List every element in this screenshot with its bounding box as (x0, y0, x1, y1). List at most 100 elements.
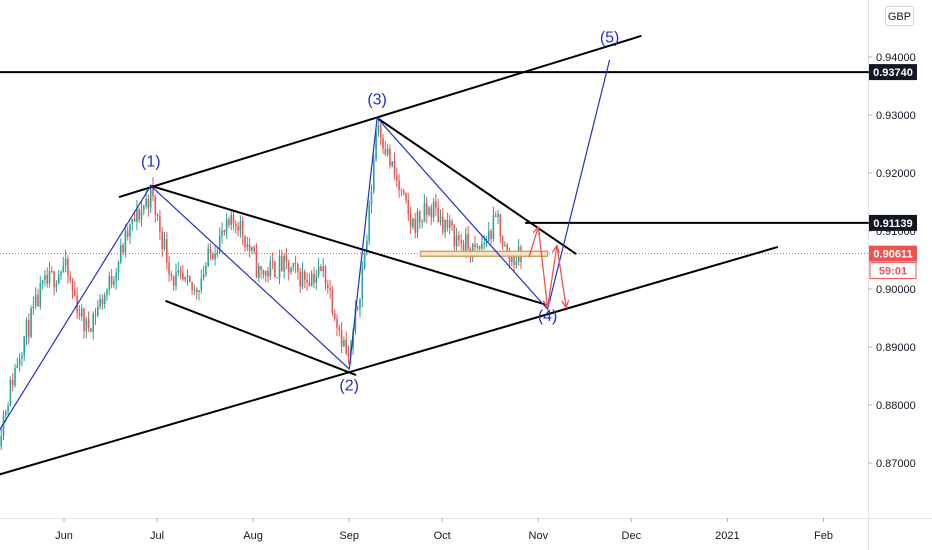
projection-arrow[interactable] (556, 245, 570, 310)
svg-text:0.90611: 0.90611 (873, 249, 912, 261)
candle (458, 231, 460, 247)
trendline-wave4-upper[interactable] (376, 116, 577, 255)
candle (168, 255, 170, 282)
candle (161, 227, 163, 258)
candle (448, 214, 451, 235)
y-tick-label: 0.89000 (876, 342, 916, 354)
candle (304, 269, 306, 289)
candle (333, 309, 336, 322)
candle (62, 256, 65, 273)
candle (200, 269, 203, 294)
time-axis[interactable]: Jun Jul Aug Sep Oct Nov Dec 2021 Feb (55, 518, 833, 542)
candle (340, 322, 343, 354)
candle (373, 154, 375, 194)
candle (294, 255, 297, 274)
candle (198, 290, 200, 301)
candle (108, 271, 111, 295)
trendline-wave2-lower[interactable] (165, 300, 357, 376)
candle (67, 255, 69, 284)
candle (396, 167, 398, 188)
candle (310, 270, 313, 287)
annotation-lines (0, 35, 869, 476)
candle (290, 266, 292, 275)
candle (446, 212, 449, 232)
elliott-wave-path[interactable] (0, 59, 611, 431)
candle (260, 266, 262, 279)
candle (414, 212, 416, 239)
candle (159, 209, 161, 241)
candle (136, 200, 138, 231)
candle (235, 220, 237, 234)
trendline-lower-channel[interactable] (0, 246, 778, 476)
candle (186, 269, 189, 286)
svg-text:0.93740: 0.93740 (873, 67, 913, 79)
price-axis[interactable]: 0.940000.930000.920000.910000.900000.890… (868, 52, 916, 470)
candle (276, 277, 278, 279)
currency-button-label: GBP (888, 11, 911, 23)
candle (39, 275, 42, 310)
x-tick-label: 2021 (715, 530, 739, 542)
candle (317, 257, 320, 278)
candle (143, 204, 145, 216)
candle (230, 209, 232, 231)
candle (347, 345, 350, 364)
candle (28, 313, 30, 345)
candle (92, 311, 94, 340)
candle (156, 212, 159, 221)
candle (90, 327, 92, 333)
candle (419, 209, 421, 229)
candle (308, 273, 311, 287)
candle (195, 287, 198, 300)
candle (172, 275, 175, 291)
candle (202, 265, 205, 281)
candle (239, 215, 242, 238)
candle (228, 216, 230, 229)
candle (412, 217, 414, 230)
y-tick-label: 0.90000 (876, 284, 916, 296)
candle (398, 174, 400, 198)
candle (209, 243, 212, 260)
candle (490, 228, 492, 245)
candle (271, 252, 274, 270)
svg-text:59:01: 59:01 (879, 266, 907, 278)
candle (154, 194, 157, 223)
candle (428, 205, 430, 217)
trendline-upper-channel[interactable] (118, 35, 642, 198)
x-tick-label: Feb (814, 530, 833, 542)
support-zone[interactable] (419, 250, 549, 258)
y-tick-label: 0.94000 (876, 52, 916, 64)
price-label: 0.91139 (869, 214, 917, 231)
candle (361, 261, 364, 308)
candle (0, 427, 3, 450)
candle (41, 279, 44, 290)
candle (110, 269, 113, 289)
candle (253, 245, 255, 254)
candle (488, 221, 490, 242)
wave-labels: (1) (2) (3) (4) (5) (141, 30, 619, 395)
candle (283, 253, 285, 279)
candle (14, 363, 16, 388)
y-tick-label: 0.87000 (876, 458, 916, 470)
candle (74, 281, 76, 298)
candle (359, 298, 361, 318)
candle (57, 270, 60, 285)
candle (379, 123, 382, 146)
candle (377, 119, 380, 137)
candle (324, 265, 327, 291)
y-tick-label: 0.92000 (876, 168, 916, 180)
candle (269, 255, 272, 280)
candle (366, 234, 368, 256)
candle (437, 199, 439, 223)
candle (191, 282, 193, 296)
candle (53, 270, 55, 296)
candle (393, 152, 396, 180)
candle (301, 262, 304, 290)
candle (152, 177, 154, 201)
currency-button[interactable]: GBP (885, 6, 914, 26)
candle (439, 209, 442, 226)
candle (193, 284, 196, 295)
trendline-wave2-upper[interactable] (149, 184, 549, 307)
candle (80, 304, 83, 321)
candle (299, 268, 301, 294)
